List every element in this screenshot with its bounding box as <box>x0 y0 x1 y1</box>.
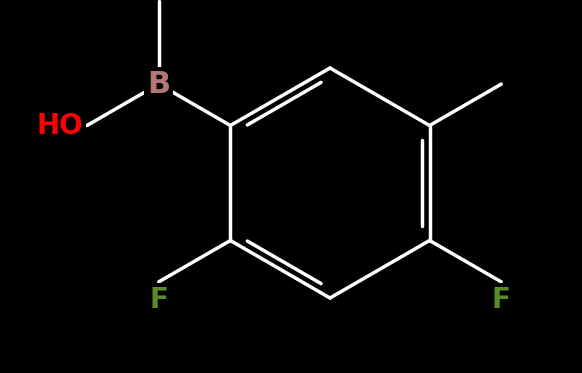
Text: B: B <box>147 70 171 98</box>
Text: HO: HO <box>36 112 83 140</box>
Text: F: F <box>149 286 168 314</box>
Text: F: F <box>492 286 511 314</box>
